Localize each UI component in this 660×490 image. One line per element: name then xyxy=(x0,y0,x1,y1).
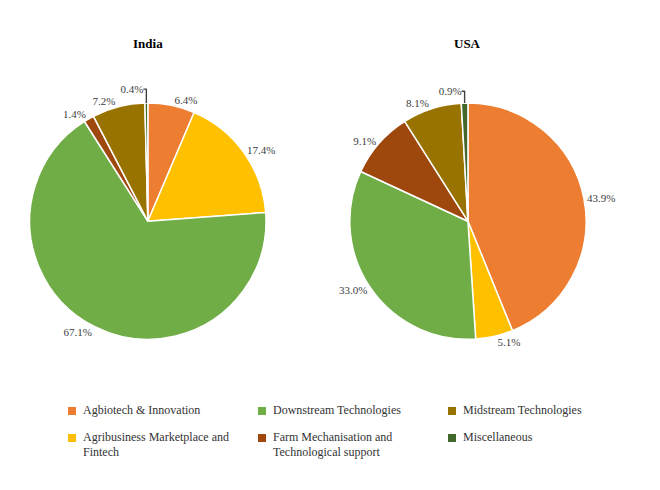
svg-text:USA: USA xyxy=(454,36,481,51)
html-text:Farm Mechanisation and Technol: Farm Mechanisation and Technological sup… xyxy=(273,430,393,459)
svg-text:0.9%: 0.9% xyxy=(439,85,462,97)
html-text:Agribusiness Marketplace and F: Agribusiness Marketplace and Fintech xyxy=(83,430,229,459)
html-text:Downstream Technologies: Downstream Technologies xyxy=(273,403,401,417)
svg-text:5.1%: 5.1% xyxy=(497,336,520,348)
svg-text:33.0%: 33.0% xyxy=(339,284,367,296)
svg-text:8.1%: 8.1% xyxy=(406,97,429,109)
svg-text:1.4%: 1.4% xyxy=(63,108,86,120)
html-text:Agbiotech & Innovation: Agbiotech & Innovation xyxy=(83,403,201,417)
html-text:Midstream Technologies: Midstream Technologies xyxy=(463,403,582,417)
svg-text:0.4%: 0.4% xyxy=(120,83,143,95)
svg-text:17.4%: 17.4% xyxy=(247,144,275,156)
svg-text:6.4%: 6.4% xyxy=(174,94,197,106)
svg-text:67.1%: 67.1% xyxy=(63,326,91,338)
svg-text:43.9%: 43.9% xyxy=(587,192,615,204)
svg-text:9.1%: 9.1% xyxy=(353,135,376,147)
svg-text:7.2%: 7.2% xyxy=(93,95,116,107)
svg-text:India: India xyxy=(133,36,163,51)
html-text:Miscellaneous: Miscellaneous xyxy=(463,430,533,444)
